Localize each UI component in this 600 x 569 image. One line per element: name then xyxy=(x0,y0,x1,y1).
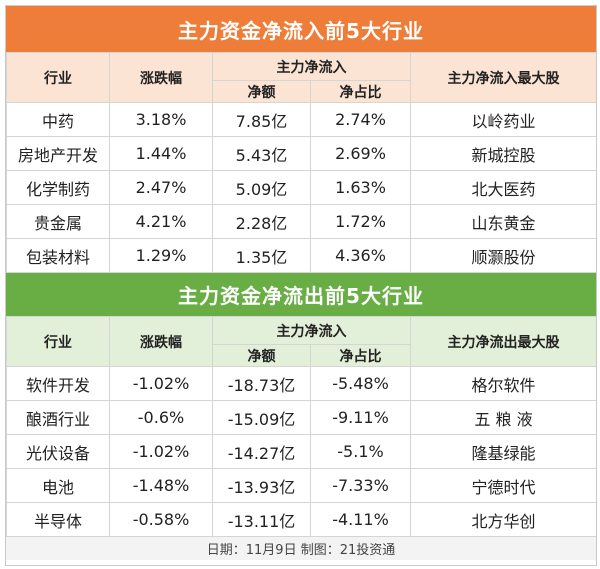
industry-cell: 贵金属 xyxy=(6,204,110,239)
change-cell: 1.44% xyxy=(109,136,213,171)
change-cell: -1.02% xyxy=(109,366,213,401)
table-row: 化学制药 2.47% 5.09亿 1.63% 北大医药 xyxy=(6,170,596,205)
net-amount-cell: 5.09亿 xyxy=(212,170,311,205)
industry-cell: 包装材料 xyxy=(6,238,110,273)
table-row: 电池 -1.48% -13.93亿 -7.33% 宁德时代 xyxy=(6,468,596,503)
header-main-funds: 主力净流入 xyxy=(212,52,411,81)
net-ratio-cell: -4.11% xyxy=(310,502,411,537)
change-cell: 3.18% xyxy=(109,102,213,137)
header-net-amount: 净额 xyxy=(212,344,311,367)
change-cell: 4.21% xyxy=(109,204,213,239)
top-stock-cell: 新城控股 xyxy=(410,136,596,171)
net-ratio-cell: 2.74% xyxy=(310,102,411,137)
top-stock-cell: 格尔软件 xyxy=(410,366,596,401)
table-row: 房地产开发 1.44% 5.43亿 2.69% 新城控股 xyxy=(6,136,596,171)
table-row: 光伏设备 -1.02% -14.27亿 -5.1% 隆基绿能 xyxy=(6,434,596,469)
net-amount-cell: 7.85亿 xyxy=(212,102,311,137)
top-stock-cell: 北大医药 xyxy=(410,170,596,205)
net-amount-cell: -15.09亿 xyxy=(212,400,311,435)
change-cell: 2.47% xyxy=(109,170,213,205)
industry-cell: 半导体 xyxy=(6,502,110,537)
industry-cell: 房地产开发 xyxy=(6,136,110,171)
header-net-amount: 净额 xyxy=(212,80,311,103)
change-cell: -0.58% xyxy=(109,502,213,537)
table-row: 中药 3.18% 7.85亿 2.74% 以岭药业 xyxy=(6,102,596,137)
net-amount-cell: -13.11亿 xyxy=(212,502,311,537)
net-ratio-cell: -9.11% xyxy=(310,400,411,435)
table-row: 酿酒行业 -0.6% -15.09亿 -9.11% 五 粮 液 xyxy=(6,400,596,435)
change-cell: -1.48% xyxy=(109,468,213,503)
industry-cell: 电池 xyxy=(6,468,110,503)
net-ratio-cell: 1.63% xyxy=(310,170,411,205)
header-net-ratio: 净占比 xyxy=(310,344,411,367)
net-amount-cell: 1.35亿 xyxy=(212,238,311,273)
industry-cell: 光伏设备 xyxy=(6,434,110,469)
industry-cell: 中药 xyxy=(6,102,110,137)
table-row: 包装材料 1.29% 1.35亿 4.36% 顺灏股份 xyxy=(6,238,596,273)
table-row: 贵金属 4.21% 2.28亿 1.72% 山东黄金 xyxy=(6,204,596,239)
net-amount-cell: 5.43亿 xyxy=(212,136,311,171)
table-row: 半导体 -0.58% -13.11亿 -4.11% 北方华创 xyxy=(6,502,596,537)
header-industry: 行业 xyxy=(6,316,110,367)
header-change: 涨跌幅 xyxy=(109,316,213,367)
header-top-stock: 主力净流入最大股 xyxy=(410,52,596,103)
net-ratio-cell: 1.72% xyxy=(310,204,411,239)
top-stock-cell: 顺灏股份 xyxy=(410,238,596,273)
change-cell: -1.02% xyxy=(109,434,213,469)
header-industry: 行业 xyxy=(6,52,110,103)
net-ratio-cell: -5.48% xyxy=(310,366,411,401)
change-cell: -0.6% xyxy=(109,400,213,435)
inflow-title: 主力资金净流入前5大行业 xyxy=(6,6,596,52)
net-ratio-cell: -5.1% xyxy=(310,434,411,469)
industry-cell: 化学制药 xyxy=(6,170,110,205)
net-amount-cell: -18.73亿 xyxy=(212,366,311,401)
top-stock-cell: 山东黄金 xyxy=(410,204,596,239)
change-cell: 1.29% xyxy=(109,238,213,273)
net-ratio-cell: -7.33% xyxy=(310,468,411,503)
header-net-ratio: 净占比 xyxy=(310,80,411,103)
outflow-table: 行业 涨跌幅 主力净流入 主力净流出最大股 净额 净占比 软件开发 -1.02%… xyxy=(6,316,596,537)
top-stock-cell: 北方华创 xyxy=(410,502,596,537)
top-stock-cell: 以岭药业 xyxy=(410,102,596,137)
footer-credit: 日期：11月9日 制图：21投资通 xyxy=(6,537,596,560)
top-stock-cell: 五 粮 液 xyxy=(410,400,596,435)
outflow-title: 主力资金净流出前5大行业 xyxy=(6,273,596,316)
industry-cell: 软件开发 xyxy=(6,366,110,401)
net-ratio-cell: 2.69% xyxy=(310,136,411,171)
header-main-funds: 主力净流入 xyxy=(212,316,411,345)
fund-flow-infographic: 主力资金净流入前5大行业 行业 涨跌幅 主力净流入 主力净流入最大股 净额 净占… xyxy=(5,5,597,566)
top-stock-cell: 宁德时代 xyxy=(410,468,596,503)
inflow-table: 行业 涨跌幅 主力净流入 主力净流入最大股 净额 净占比 中药 3.18% 7.… xyxy=(6,52,596,273)
net-amount-cell: -13.93亿 xyxy=(212,468,311,503)
top-stock-cell: 隆基绿能 xyxy=(410,434,596,469)
header-top-stock: 主力净流出最大股 xyxy=(410,316,596,367)
industry-cell: 酿酒行业 xyxy=(6,400,110,435)
net-ratio-cell: 4.36% xyxy=(310,238,411,273)
net-amount-cell: 2.28亿 xyxy=(212,204,311,239)
table-row: 软件开发 -1.02% -18.73亿 -5.48% 格尔软件 xyxy=(6,366,596,401)
header-change: 涨跌幅 xyxy=(109,52,213,103)
net-amount-cell: -14.27亿 xyxy=(212,434,311,469)
